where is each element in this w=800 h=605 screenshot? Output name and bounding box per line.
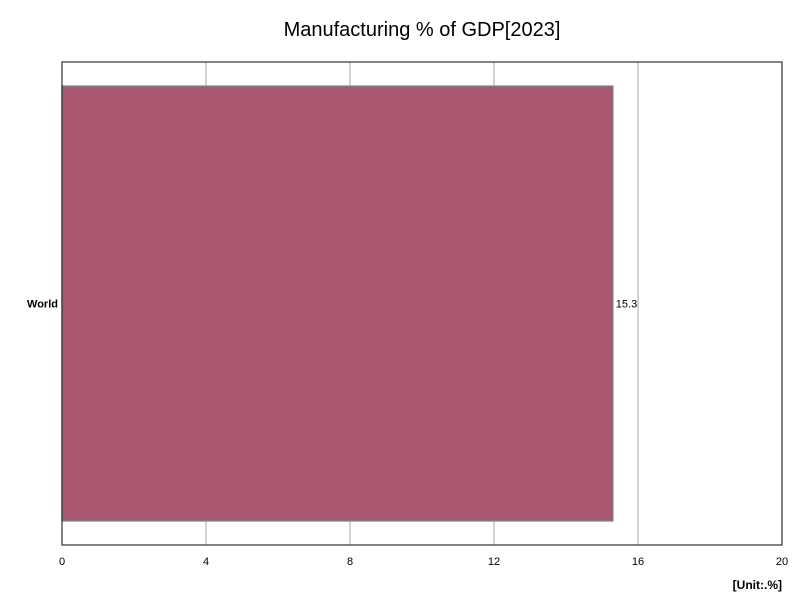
y-axis-labels: World: [27, 299, 58, 311]
x-tick-label: 0: [59, 556, 65, 568]
bar-value-label: 15.3: [616, 299, 637, 311]
plot-frame: [61, 61, 783, 546]
x-tick-label: 16: [632, 556, 644, 568]
bars: [61, 85, 614, 522]
chart-title: Manufacturing % of GDP[2023]: [284, 19, 561, 41]
x-tick-label: 20: [776, 556, 788, 568]
bar: [61, 85, 614, 522]
x-tick-label: 12: [488, 556, 500, 568]
x-tick-label: 4: [203, 556, 209, 568]
data-labels: 15.3: [616, 299, 637, 311]
unit-label: [Unit:.%]: [733, 578, 782, 592]
x-axis-ticks: 0 4 8 12 16 20: [59, 556, 788, 568]
x-tick-label: 8: [347, 556, 353, 568]
y-category-label: World: [27, 299, 58, 311]
